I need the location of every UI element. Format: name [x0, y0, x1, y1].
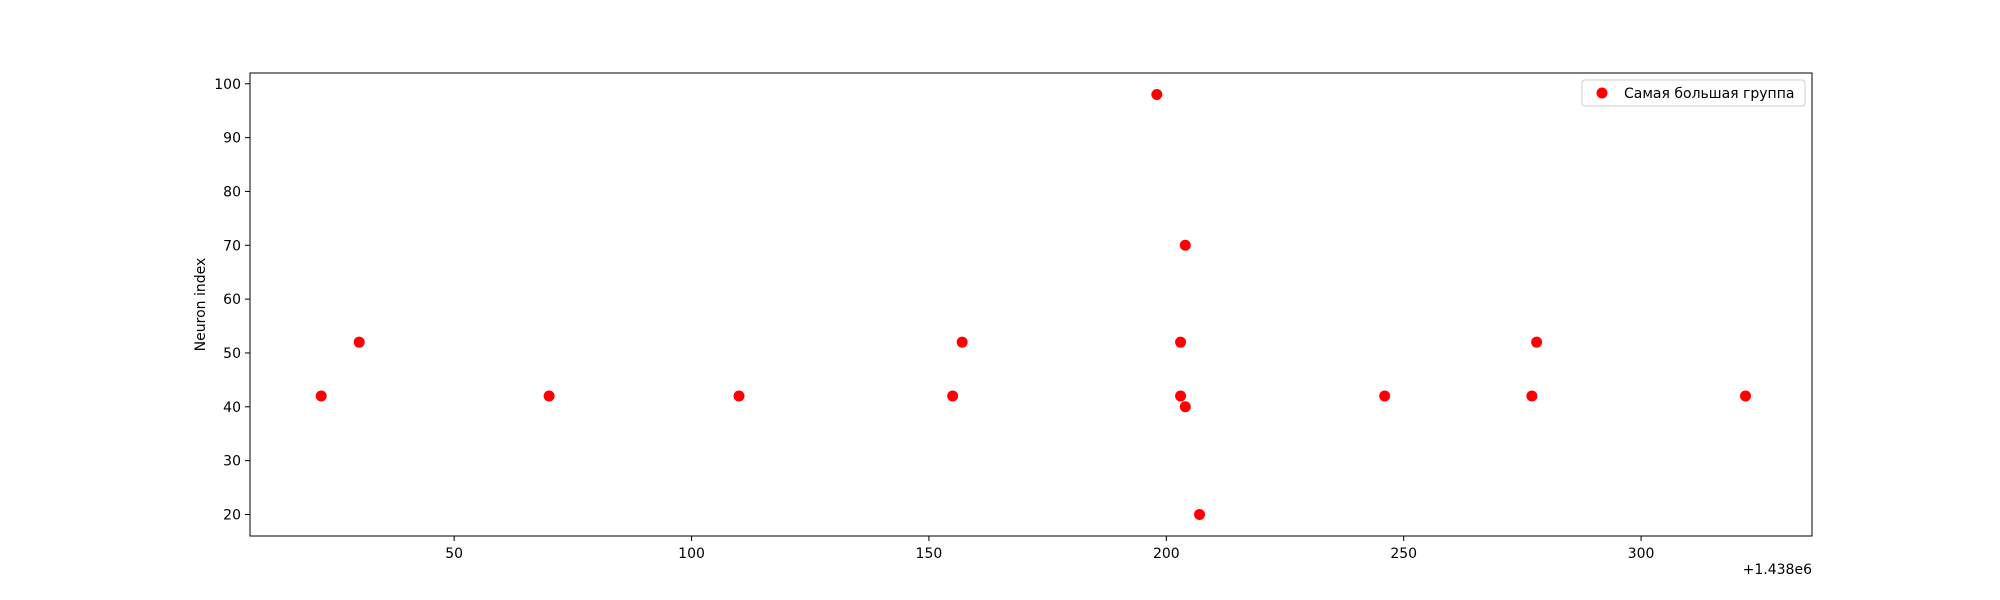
- legend-marker: [1596, 87, 1608, 99]
- y-tick-label: 20: [223, 507, 241, 523]
- data-point: [947, 390, 959, 402]
- data-point: [543, 390, 555, 402]
- data-points: [315, 89, 1752, 520]
- data-point: [315, 390, 327, 402]
- y-axis: 20 30 40 50 60 70 80 90 100: [214, 77, 250, 523]
- data-point: [733, 390, 745, 402]
- data-point: [1175, 336, 1187, 348]
- x-tick-label: 300: [1628, 546, 1655, 562]
- data-point: [1531, 336, 1543, 348]
- y-tick-label: 100: [214, 77, 241, 93]
- data-point: [1151, 89, 1163, 101]
- y-tick-label: 30: [223, 454, 241, 470]
- data-point: [956, 336, 968, 348]
- y-tick-label: 60: [223, 292, 241, 308]
- legend-box: [1581, 79, 1806, 107]
- data-point: [1175, 390, 1187, 402]
- x-tick-label: 50: [445, 546, 463, 562]
- data-point: [1526, 390, 1538, 402]
- plot-area: [249, 72, 1813, 537]
- data-point: [1740, 390, 1752, 402]
- x-axis-offset-label: +1.438e6: [1743, 562, 1812, 578]
- data-point: [1379, 390, 1391, 402]
- x-tick-label: 150: [916, 546, 943, 562]
- y-tick-label: 50: [223, 346, 241, 362]
- axes-frame: [249, 72, 1813, 537]
- x-tick-label: 250: [1390, 546, 1417, 562]
- y-tick-label: 70: [223, 238, 241, 254]
- data-point: [1194, 508, 1206, 520]
- data-point: [1179, 401, 1191, 413]
- y-tick-label: 90: [223, 131, 241, 147]
- legend-entry-label: Самая большая группа: [1624, 86, 1794, 102]
- legend: Самая большая группа: [1581, 79, 1806, 107]
- y-tick-label: 40: [223, 400, 241, 416]
- data-point: [1179, 239, 1191, 251]
- y-axis-label: Neuron index: [193, 258, 209, 352]
- x-tick-label: 200: [1153, 546, 1180, 562]
- x-axis: 50 100 150 200 250 300: [445, 536, 1654, 562]
- data-point: [353, 336, 365, 348]
- y-tick-label: 80: [223, 184, 241, 200]
- x-tick-label: 100: [678, 546, 705, 562]
